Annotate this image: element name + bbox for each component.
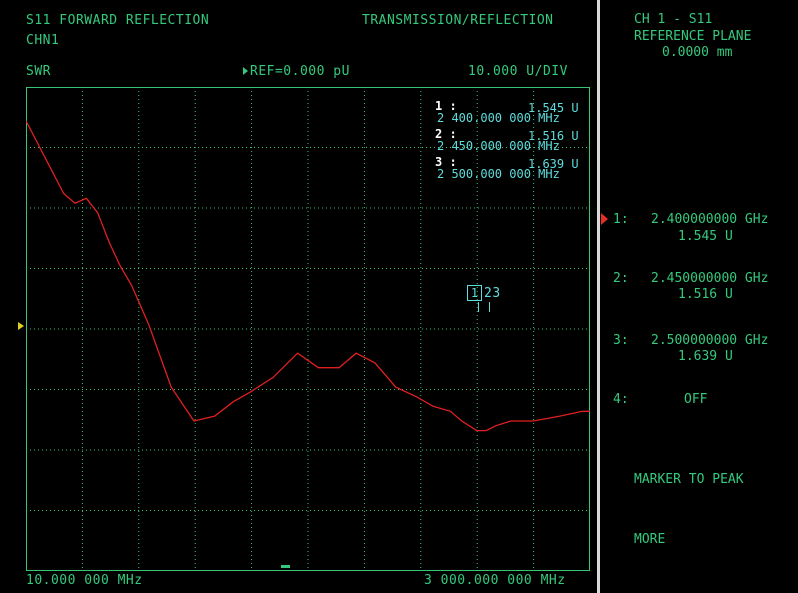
marker-1-tag[interactable]: 1 <box>467 285 482 301</box>
marker-1-index: 1 : <box>435 99 457 113</box>
analyzer-screen: S11 FORWARD REFLECTION TRANSMISSION/REFL… <box>18 13 590 588</box>
softkey-3-frequency: 2.500000000 GHz <box>651 333 769 348</box>
marker-1-value: 1.545 U <box>528 101 579 115</box>
marker-2-freq: 2 450.000 000 MHz <box>437 139 560 153</box>
marker-2-3-tag[interactable]: 23 <box>484 286 501 301</box>
softkey-title-channel: CH 1 - S11 <box>634 12 713 27</box>
channel-label: CHN1 <box>26 33 60 48</box>
softkey-1-frequency: 2.400000000 GHz <box>651 212 769 227</box>
scale-value: 10.000 U/DIV <box>468 64 568 79</box>
softkey-2-number: 2: <box>613 271 629 286</box>
marker-3-value: 1.639 U <box>528 157 579 171</box>
softkey-title-value: 0.0000 mm <box>662 45 733 60</box>
start-frequency: 10.000 000 MHz <box>26 573 143 588</box>
stop-frequency: 3 000.000 000 MHz <box>424 573 566 588</box>
softkey-2-value: 1.516 U <box>678 287 733 302</box>
center-indicator <box>281 565 290 568</box>
active-softkey-arrow-icon <box>601 213 608 225</box>
softkey-1-value: 1.545 U <box>678 229 733 244</box>
marker-2-value: 1.516 U <box>528 129 579 143</box>
more-button[interactable]: MORE <box>634 532 666 547</box>
graticule <box>26 87 590 571</box>
trace-plot <box>26 87 590 571</box>
marker-3-freq: 2 500.000 000 MHz <box>437 167 560 181</box>
panel-divider <box>597 0 600 593</box>
marker-3-stem <box>489 302 490 312</box>
marker-to-peak-button[interactable]: MARKER TO PEAK <box>634 472 744 487</box>
marker-2-index: 2 : <box>435 127 457 141</box>
measurement-title: S11 FORWARD REFLECTION <box>26 13 210 28</box>
format-label: SWR <box>26 64 51 79</box>
softkey-3-value: 1.639 U <box>678 349 733 364</box>
softkey-2-frequency: 2.450000000 GHz <box>651 271 769 286</box>
softkey-title-menu: REFERENCE PLANE <box>634 29 752 44</box>
softkey-1-number: 1: <box>613 212 629 227</box>
reference-position-icon[interactable] <box>18 322 24 330</box>
reference-value: REF=0.000 pU <box>250 64 350 79</box>
softkey-4-state: OFF <box>684 392 708 407</box>
mode-label: TRANSMISSION/REFLECTION <box>362 13 554 28</box>
softkey-4-number: 4: <box>613 392 629 407</box>
marker-2-stem <box>478 302 479 312</box>
marker-1-freq: 2 400.000 000 MHz <box>437 111 560 125</box>
softkey-3-number: 3: <box>613 333 629 348</box>
s11-trace-line <box>26 120 590 432</box>
ref-indicator-icon <box>243 67 248 75</box>
marker-3-index: 3 : <box>435 155 457 169</box>
